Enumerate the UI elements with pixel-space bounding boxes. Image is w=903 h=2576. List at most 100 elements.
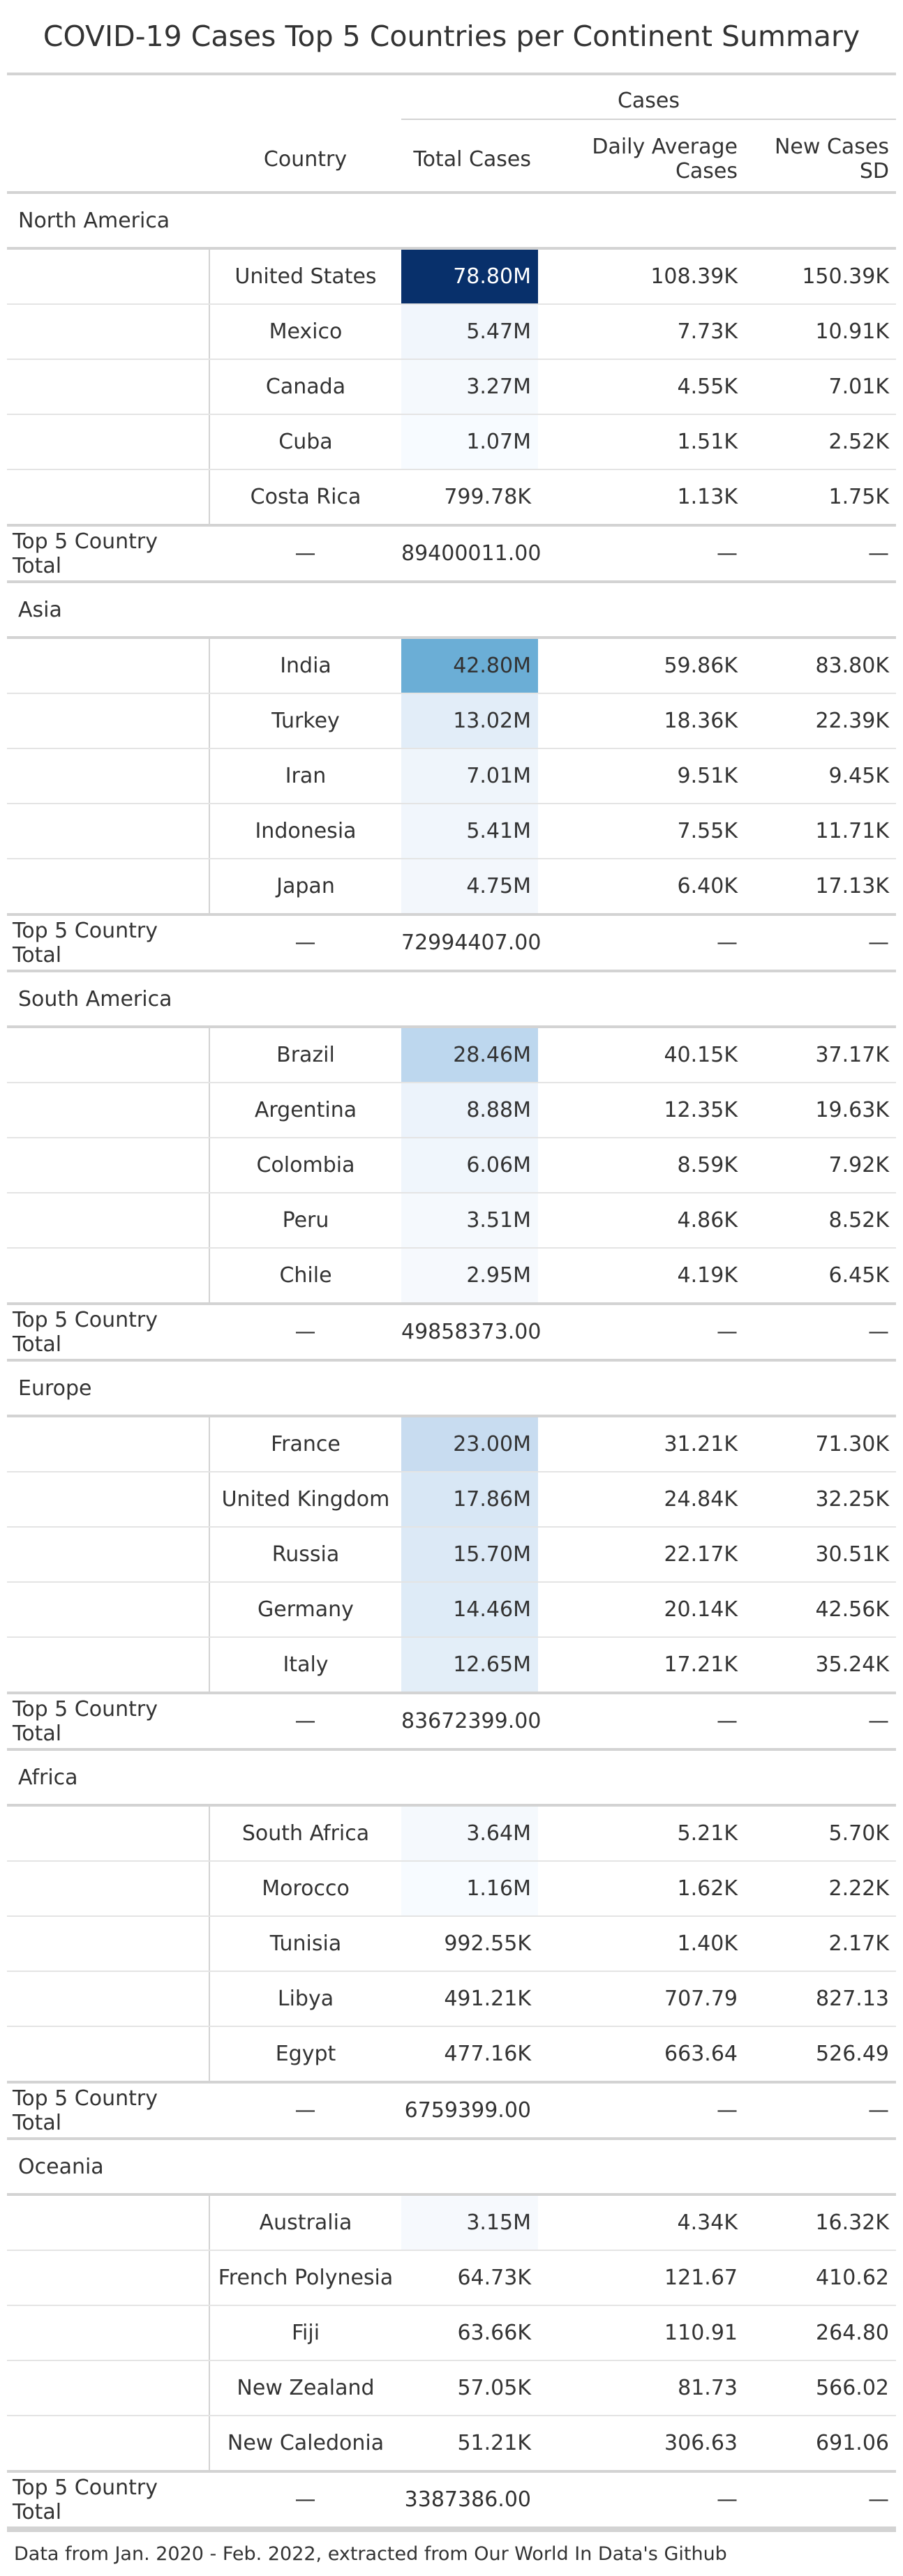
table-row: French Polynesia 64.73K 121.67 410.62 — [7, 2250, 896, 2306]
country-cell: Costa Rica — [209, 469, 401, 527]
new-cases-sd-cell: 30.51K — [745, 1527, 896, 1583]
new-cases-sd-cell: 7.92K — [745, 1138, 896, 1193]
new-cases-sd-cell: 17.13K — [745, 859, 896, 916]
summary-dash: — — [209, 2082, 401, 2140]
new-cases-sd-cell: 10.91K — [745, 304, 896, 360]
spanner-row: Cases — [7, 75, 896, 127]
summary-dash: — — [209, 2471, 401, 2529]
column-header-total-cases: Total Cases — [413, 146, 531, 172]
group-row: South America — [7, 971, 896, 1028]
total-cases-cell: 14.46M — [401, 1582, 538, 1638]
new-cases-sd-cell: 22.39K — [745, 693, 896, 749]
row-stub — [7, 248, 210, 305]
row-stub — [7, 748, 210, 804]
daily-average-cell: 4.55K — [538, 359, 745, 415]
summary-row: Top 5 Country Total —72994407.00— — — [7, 914, 896, 972]
summary-dash: — — [745, 2082, 896, 2140]
summary-total: 83672399.00 — [401, 1693, 541, 1751]
table-row: United Kingdom 17.86M 24.84K 32.25K — [7, 1472, 896, 1528]
total-cases-cell: 13.02M — [401, 693, 538, 749]
country-cell: Turkey — [209, 693, 401, 749]
daily-average-cell: 12.35K — [538, 1083, 745, 1138]
row-stub — [7, 2360, 210, 2416]
total-cases-cell: 1.07M — [401, 414, 538, 470]
table-body: North America United States 78.80M 108.39K 1… — [7, 193, 896, 2529]
country-cell: United States — [209, 248, 401, 305]
summary-dash: — — [745, 914, 896, 972]
new-cases-sd-cell: 526.49 — [745, 2026, 896, 2084]
new-cases-sd-cell: 150.39K — [745, 248, 896, 305]
summary-dash: — — [538, 1304, 745, 1362]
group-label: Europe — [7, 1360, 896, 1417]
summary-dash: — — [538, 2471, 745, 2529]
row-stub — [7, 1472, 210, 1528]
column-header-daily-average: Daily Average Cases — [592, 135, 738, 183]
country-cell: Russia — [209, 1527, 401, 1583]
daily-average-cell: 22.17K — [538, 1527, 745, 1583]
daily-average-cell: 4.19K — [538, 1248, 745, 1305]
new-cases-sd-cell: 1.75K — [745, 469, 896, 527]
daily-average-cell: 24.84K — [538, 1472, 745, 1528]
row-stub — [7, 1582, 210, 1638]
new-cases-sd-cell: 37.17K — [745, 1027, 896, 1083]
total-cases-cell: 6.06M — [401, 1138, 538, 1193]
table-row: Australia 3.15M 4.34K 16.32K — [7, 2194, 896, 2251]
daily-average-cell: 7.73K — [538, 304, 745, 360]
country-cell: Australia — [209, 2194, 401, 2251]
group-row: North America — [7, 193, 896, 250]
row-stub — [7, 2250, 210, 2306]
total-cases-cell: 3.27M — [401, 359, 538, 415]
total-cases-cell: 8.88M — [401, 1083, 538, 1138]
row-stub — [7, 1916, 210, 1972]
summary-total: 49858373.00 — [401, 1304, 541, 1362]
daily-average-cell: 121.67 — [538, 2250, 745, 2306]
country-cell: Brazil — [209, 1027, 401, 1083]
group-label: Oceania — [7, 2139, 896, 2196]
row-stub — [7, 1971, 210, 2027]
new-cases-sd-cell: 566.02 — [745, 2360, 896, 2416]
summary-label: Top 5 Country Total — [7, 2471, 209, 2529]
total-cases-cell: 3.64M — [401, 1805, 538, 1862]
new-cases-sd-cell: 2.52K — [745, 414, 896, 470]
table-row: United States 78.80M 108.39K 150.39K — [7, 248, 896, 305]
country-cell: Tunisia — [209, 1916, 401, 1972]
new-cases-sd-cell: 71.30K — [745, 1416, 896, 1472]
country-cell: South Africa — [209, 1805, 401, 1862]
summary-total: 3387386.00 — [401, 2471, 538, 2529]
row-stub — [7, 1193, 210, 1249]
country-cell: Libya — [209, 1971, 401, 2027]
table-row: Cuba 1.07M 1.51K 2.52K — [7, 414, 896, 470]
daily-average-cell: 1.40K — [538, 1916, 745, 1972]
country-cell: New Zealand — [209, 2360, 401, 2416]
total-cases-cell: 5.47M — [401, 304, 538, 360]
table-row: Germany 14.46M 20.14K 42.56K — [7, 1582, 896, 1638]
row-stub — [7, 1027, 210, 1083]
row-stub — [7, 1527, 210, 1583]
summary-total: 89400011.00 — [401, 525, 541, 583]
summary-row: Top 5 Country Total —3387386.00— — — [7, 2471, 896, 2529]
daily-average-cell: 110.91 — [538, 2305, 745, 2361]
daily-average-cell: 306.63 — [538, 2416, 745, 2473]
table-row: Russia 15.70M 22.17K 30.51K — [7, 1527, 896, 1583]
summary-total: 72994407.00 — [401, 914, 541, 972]
daily-average-cell: 9.51K — [538, 748, 745, 804]
table-row: Morocco 1.16M 1.62K 2.22K — [7, 1861, 896, 1917]
row-stub — [7, 2305, 210, 2361]
total-cases-cell: 15.70M — [401, 1527, 538, 1583]
country-cell: Chile — [209, 1248, 401, 1305]
total-cases-cell: 63.66K — [401, 2305, 538, 2361]
row-stub — [7, 638, 210, 694]
column-header-new-cases-sd: New Cases SD — [774, 135, 889, 183]
source-footnote: Data from Jan. 2020 - Feb. 2022, extract… — [7, 2529, 896, 2576]
column-header-country: Country — [263, 146, 348, 172]
group-label: Africa — [7, 1749, 896, 1807]
country-cell: Iran — [209, 748, 401, 804]
new-cases-sd-cell: 83.80K — [745, 638, 896, 694]
total-cases-cell: 992.55K — [401, 1916, 538, 1972]
summary-dash: — — [538, 914, 745, 972]
country-cell: French Polynesia — [209, 2250, 401, 2306]
daily-average-cell: 20.14K — [538, 1582, 745, 1638]
summary-dash: — — [538, 525, 745, 583]
new-cases-sd-cell: 11.71K — [745, 804, 896, 859]
